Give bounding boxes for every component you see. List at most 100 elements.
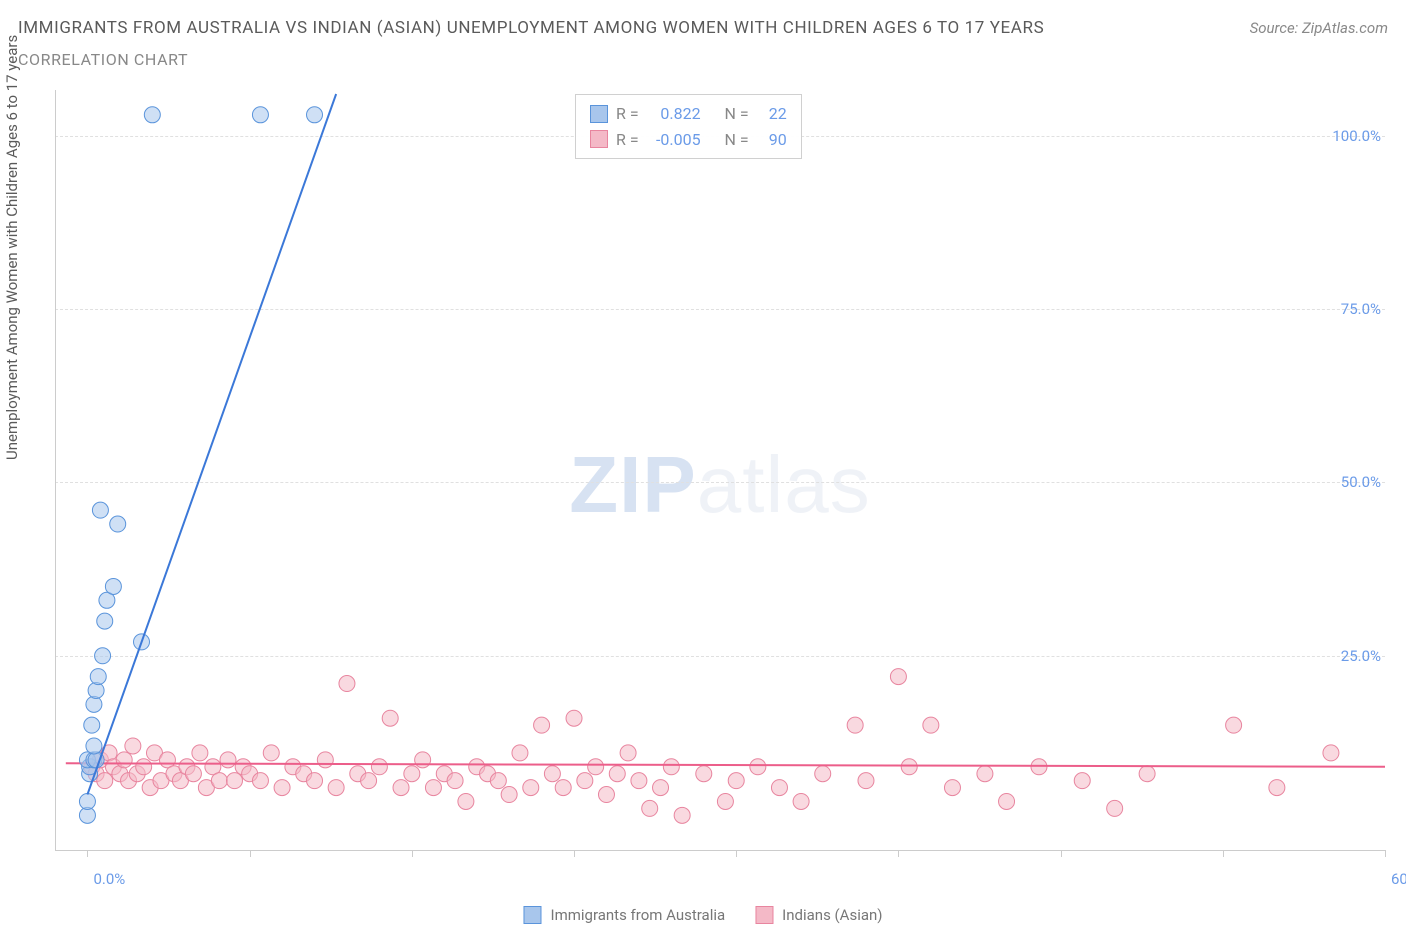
series-b-point bbox=[631, 773, 647, 789]
series-a-point bbox=[105, 578, 121, 594]
source-attribution: Source: ZipAtlas.com bbox=[1250, 19, 1388, 37]
bottom-legend-item: Immigrants from Australia bbox=[523, 906, 725, 924]
series-a-point bbox=[79, 793, 95, 809]
series-b-point bbox=[307, 773, 323, 789]
series-b-point bbox=[1074, 773, 1090, 789]
series-a-point bbox=[90, 669, 106, 685]
chart-title: IMMIGRANTS FROM AUSTRALIA VS INDIAN (ASI… bbox=[18, 18, 1044, 38]
series-b-point bbox=[490, 773, 506, 789]
chart-subtitle: CORRELATION CHART bbox=[18, 50, 188, 69]
series-b-point bbox=[361, 773, 377, 789]
series-b-point bbox=[512, 745, 528, 761]
series-b-point bbox=[555, 780, 571, 796]
series-b-point bbox=[890, 669, 906, 685]
series-b-point bbox=[847, 717, 863, 733]
series-a-point bbox=[84, 717, 100, 733]
series-b-point bbox=[192, 745, 208, 761]
series-b-point bbox=[393, 780, 409, 796]
series-b-point bbox=[663, 759, 679, 775]
series-b-point bbox=[328, 780, 344, 796]
series-a-point bbox=[86, 696, 102, 712]
bottom-legend-item: Indians (Asian) bbox=[755, 906, 882, 924]
series-b-point bbox=[339, 676, 355, 692]
series-b-point bbox=[523, 780, 539, 796]
series-b-point bbox=[382, 710, 398, 726]
series-b-point bbox=[211, 773, 227, 789]
series-b-point bbox=[793, 793, 809, 809]
series-b-point bbox=[136, 759, 152, 775]
series-b-point bbox=[1139, 766, 1155, 782]
series-a-point bbox=[252, 107, 268, 123]
series-b-point bbox=[1323, 745, 1339, 761]
series-b-point bbox=[1269, 780, 1285, 796]
series-b-point bbox=[696, 766, 712, 782]
series-b-point bbox=[458, 793, 474, 809]
series-b-point bbox=[977, 766, 993, 782]
series-b-point bbox=[263, 745, 279, 761]
series-b-point bbox=[317, 752, 333, 768]
y-tick-label: 100.0% bbox=[1332, 127, 1381, 145]
y-tick-label: 25.0% bbox=[1341, 647, 1381, 665]
legend-swatch bbox=[755, 906, 773, 924]
series-a-point bbox=[97, 613, 113, 629]
series-b-point bbox=[447, 773, 463, 789]
series-b-point bbox=[642, 800, 658, 816]
series-b-point bbox=[944, 780, 960, 796]
series-b-point bbox=[598, 787, 614, 803]
y-tick-label: 50.0% bbox=[1341, 473, 1381, 491]
series-b-point bbox=[620, 745, 636, 761]
series-b-point bbox=[609, 766, 625, 782]
series-b-point bbox=[371, 759, 387, 775]
series-a-point bbox=[86, 738, 102, 754]
legend-swatch bbox=[590, 130, 608, 148]
series-b-point bbox=[588, 759, 604, 775]
series-b-point bbox=[771, 780, 787, 796]
series-a-point bbox=[95, 648, 111, 664]
x-tick-label: 0.0% bbox=[93, 870, 125, 888]
series-b-point bbox=[1226, 717, 1242, 733]
bottom-legend: Immigrants from Australia Indians (Asian) bbox=[523, 906, 882, 924]
y-axis-label: Unemployment Among Women with Children A… bbox=[3, 35, 21, 460]
series-b-point bbox=[125, 738, 141, 754]
series-b-point bbox=[999, 793, 1015, 809]
series-b-point bbox=[274, 780, 290, 796]
series-b-point bbox=[534, 717, 550, 733]
chart-area: ZIPatlas 25.0%50.0%75.0%100.0% 0.0%60.0%… bbox=[55, 90, 1385, 880]
scatter-plot bbox=[55, 90, 1385, 880]
series-b-point bbox=[415, 752, 431, 768]
series-b-point bbox=[185, 766, 201, 782]
series-b-point bbox=[1107, 800, 1123, 816]
series-a-point bbox=[144, 107, 160, 123]
series-b-point bbox=[815, 766, 831, 782]
series-b-point bbox=[653, 780, 669, 796]
series-a-regression bbox=[87, 94, 336, 795]
series-b-point bbox=[116, 752, 132, 768]
series-b-point bbox=[750, 759, 766, 775]
series-b-regression bbox=[66, 763, 1385, 766]
legend-swatch bbox=[523, 906, 541, 924]
y-tick-label: 75.0% bbox=[1341, 300, 1381, 318]
series-b-point bbox=[544, 766, 560, 782]
series-b-point bbox=[674, 807, 690, 823]
series-b-point bbox=[252, 773, 268, 789]
series-b-point bbox=[717, 793, 733, 809]
stats-legend-row: R =-0.005 N =90 bbox=[590, 127, 787, 153]
stats-legend-row: R =0.822 N =22 bbox=[590, 101, 787, 127]
series-a-point bbox=[110, 516, 126, 532]
series-a-point bbox=[92, 502, 108, 518]
series-b-point bbox=[728, 773, 744, 789]
legend-label: Indians (Asian) bbox=[782, 906, 882, 924]
x-tick-label: 60.0% bbox=[1391, 870, 1406, 888]
legend-swatch bbox=[590, 105, 608, 123]
series-b-point bbox=[901, 759, 917, 775]
series-a-point bbox=[307, 107, 323, 123]
series-b-point bbox=[226, 773, 242, 789]
stats-legend: R =0.822 N =22R =-0.005 N =90 bbox=[575, 94, 802, 159]
series-b-point bbox=[404, 766, 420, 782]
series-b-point bbox=[566, 710, 582, 726]
series-b-point bbox=[220, 752, 236, 768]
series-b-point bbox=[501, 787, 517, 803]
series-b-point bbox=[577, 773, 593, 789]
series-b-point bbox=[97, 773, 113, 789]
series-b-point bbox=[923, 717, 939, 733]
